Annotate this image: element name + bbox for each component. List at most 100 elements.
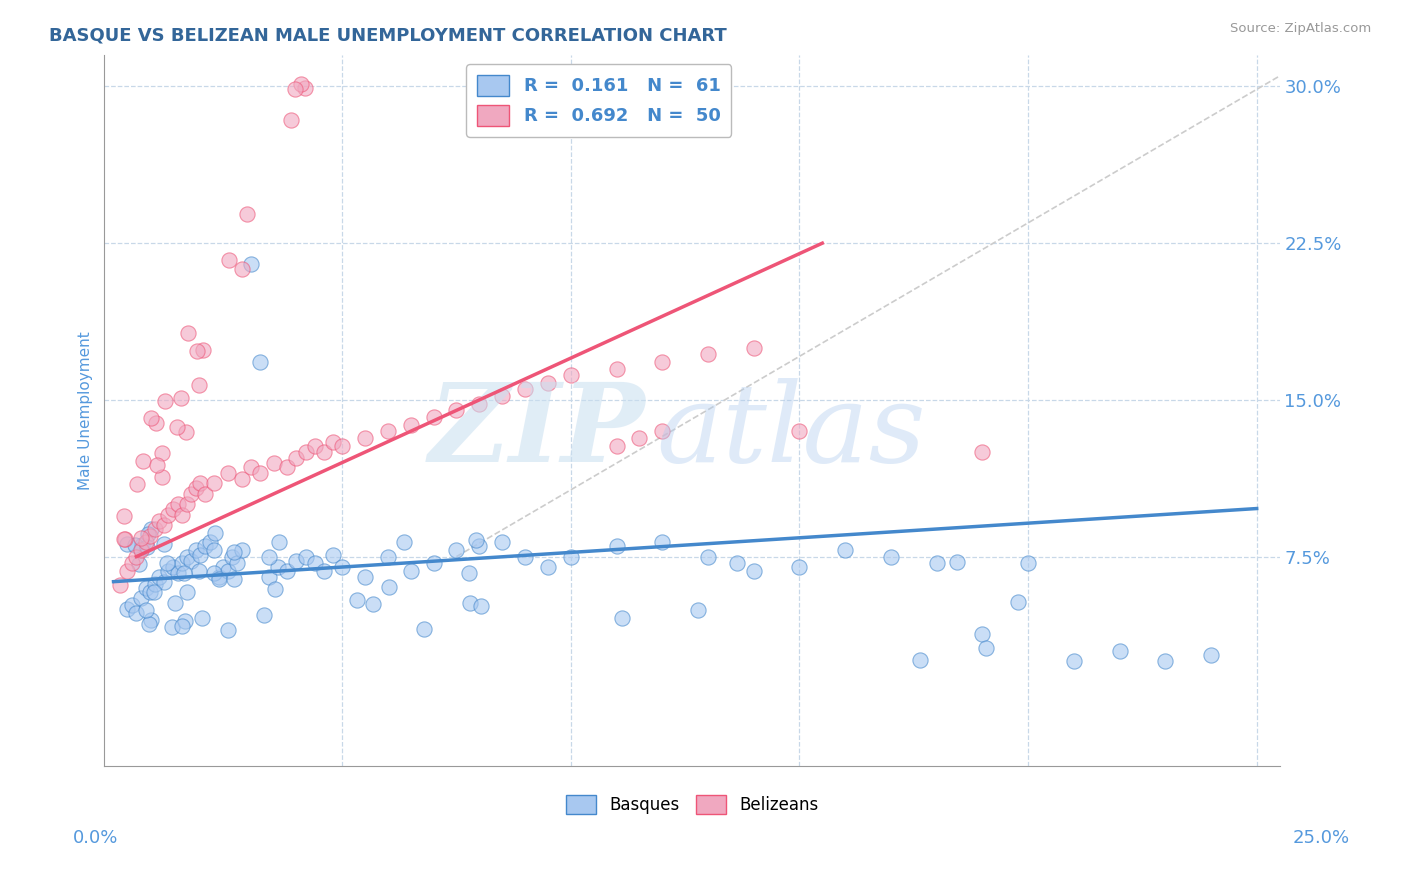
Point [316, 15, 339, 29]
Point [176, 497, 198, 511]
Text: atlas: atlas [657, 378, 927, 485]
Point [697, 347, 720, 361]
Point [537, 376, 560, 391]
Point [628, 430, 651, 444]
Point [153, 393, 176, 408]
Point [153, 574, 176, 589]
Point [269, 535, 291, 549]
Point [446, 543, 468, 558]
Point [194, 539, 217, 553]
Point [172, 508, 194, 522]
Point [304, 556, 326, 570]
Point [688, 603, 710, 617]
Point [186, 344, 208, 359]
Point [141, 410, 163, 425]
Point [312, 445, 335, 459]
Point [468, 397, 491, 411]
Y-axis label: Male Unemployment: Male Unemployment [79, 331, 93, 490]
Point [198, 535, 221, 549]
Point [148, 570, 170, 584]
Point [221, 549, 243, 564]
Point [121, 598, 143, 612]
Point [150, 470, 173, 484]
Point [217, 623, 239, 637]
Point [143, 576, 166, 591]
Point [249, 355, 271, 369]
Point [263, 456, 285, 470]
Text: ZIP: ZIP [429, 378, 645, 485]
Point [605, 361, 627, 376]
Point [231, 472, 253, 486]
Point [974, 641, 997, 656]
Point [114, 532, 136, 546]
Point [239, 257, 262, 271]
Point [304, 439, 326, 453]
Point [605, 439, 627, 453]
Point [354, 570, 377, 584]
Point [190, 548, 212, 562]
Point [651, 535, 673, 549]
Point [188, 377, 211, 392]
Point [346, 593, 368, 607]
Point [110, 578, 132, 592]
Point [202, 543, 225, 558]
Point [176, 549, 198, 564]
Point [202, 566, 225, 580]
Point [560, 368, 582, 382]
Point [138, 617, 160, 632]
Point [180, 554, 202, 568]
Text: 25.0%: 25.0% [1294, 829, 1350, 847]
Point [166, 566, 188, 581]
Point [112, 508, 135, 523]
Point [135, 603, 157, 617]
Point [361, 597, 384, 611]
Point [280, 112, 302, 127]
Point [173, 566, 195, 580]
Point [294, 445, 316, 459]
Point [537, 560, 560, 574]
Point [972, 627, 994, 641]
Point [163, 597, 186, 611]
Point [131, 531, 153, 545]
Point [135, 581, 157, 595]
Point [284, 81, 307, 95]
Point [136, 527, 159, 541]
Point [249, 466, 271, 480]
Point [377, 424, 399, 438]
Point [184, 481, 207, 495]
Point [160, 620, 183, 634]
Point [125, 549, 148, 564]
Point [184, 543, 207, 558]
Point [464, 533, 486, 547]
Point [422, 409, 444, 424]
Point [176, 585, 198, 599]
Point [330, 439, 353, 453]
Point [226, 556, 249, 570]
Point [166, 497, 188, 511]
Point [150, 445, 173, 459]
Point [191, 343, 214, 358]
Point [697, 549, 720, 564]
Point [458, 596, 481, 610]
Point [131, 538, 153, 552]
Point [124, 538, 146, 552]
Point [399, 564, 422, 578]
Point [112, 532, 135, 546]
Point [231, 543, 253, 558]
Point [1063, 654, 1085, 668]
Point [218, 252, 240, 267]
Point [191, 611, 214, 625]
Point [146, 458, 169, 473]
Point [610, 611, 633, 625]
Point [143, 523, 166, 537]
Point [194, 487, 217, 501]
Text: 0.0%: 0.0% [73, 829, 118, 847]
Point [880, 549, 903, 564]
Point [204, 525, 226, 540]
Point [422, 556, 444, 570]
Point [312, 564, 335, 578]
Point [143, 584, 166, 599]
Point [470, 599, 492, 613]
Point [946, 555, 969, 569]
Point [1199, 648, 1222, 662]
